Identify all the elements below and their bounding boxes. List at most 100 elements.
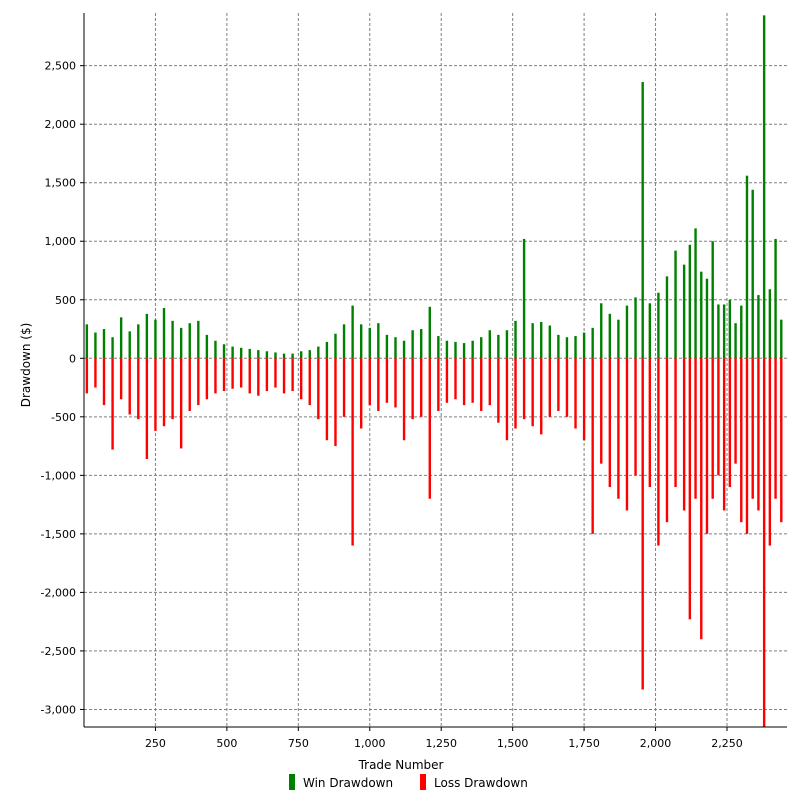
win-bar xyxy=(625,305,629,359)
legend-swatch-loss xyxy=(420,774,426,790)
loss-bar xyxy=(740,358,743,523)
win-bar xyxy=(505,330,509,359)
win-bar xyxy=(565,337,569,359)
win-bar xyxy=(385,334,389,359)
win-bar xyxy=(257,350,260,359)
loss-bar xyxy=(188,358,191,411)
loss-bar xyxy=(665,358,669,523)
win-bar xyxy=(694,228,697,359)
win-bar xyxy=(214,340,217,359)
x-tick-label: 2,250 xyxy=(711,737,743,750)
loss-bar xyxy=(574,358,577,429)
loss-bar xyxy=(762,358,766,727)
win-bar xyxy=(480,337,483,359)
win-bar xyxy=(351,305,354,359)
ticks-layer: -3,000 -2,500 -2,000 -1,500 -1,000 -500 0 500 1,… xyxy=(41,60,743,750)
loss-bar xyxy=(600,358,603,464)
loss-bar xyxy=(291,358,294,392)
loss-bar xyxy=(722,358,726,511)
loss-bar xyxy=(694,358,697,499)
win-bar xyxy=(497,334,500,359)
y-tick-label: -1,500 xyxy=(41,528,76,541)
loss-bar xyxy=(617,358,620,499)
loss-bar xyxy=(179,358,183,449)
loss-bar xyxy=(688,358,692,620)
loss-bar xyxy=(299,358,303,400)
loss-bar xyxy=(102,358,106,406)
x-tick-label: 1,250 xyxy=(425,737,457,750)
loss-bar xyxy=(411,358,414,420)
x-tick-label: 1,500 xyxy=(497,737,529,750)
loss-bar xyxy=(700,358,703,640)
win-bar xyxy=(454,341,457,359)
win-bar xyxy=(94,332,97,359)
y-tick-label: -2,000 xyxy=(41,586,76,599)
win-bar xyxy=(751,189,754,359)
loss-bar xyxy=(497,358,500,423)
loss-bar xyxy=(445,358,449,403)
loss-bar xyxy=(548,358,552,417)
win-bar xyxy=(591,327,594,359)
win-bar xyxy=(137,324,140,359)
y-tick-label: 1,000 xyxy=(45,235,77,248)
loss-bar xyxy=(505,358,509,441)
win-bar xyxy=(420,329,423,359)
loss-bar xyxy=(385,358,389,403)
loss-bar xyxy=(282,358,286,394)
win-bar xyxy=(600,303,603,359)
loss-bar xyxy=(137,358,140,420)
loss-bar xyxy=(342,358,346,417)
win-bar xyxy=(722,304,726,359)
bars-layer xyxy=(85,15,783,727)
loss-bar xyxy=(265,358,269,392)
loss-bar xyxy=(162,358,166,427)
legend: Win Drawdown Loss Drawdown xyxy=(289,774,528,790)
win-bar xyxy=(282,353,286,359)
loss-bar xyxy=(437,358,440,411)
x-tick-label: 500 xyxy=(216,737,237,750)
y-tick-label: 1,500 xyxy=(45,177,77,190)
win-bar xyxy=(308,350,311,359)
win-bar xyxy=(368,327,371,359)
win-bar xyxy=(657,292,660,359)
loss-bar xyxy=(674,358,677,488)
win-bar xyxy=(617,319,620,359)
win-bar xyxy=(540,322,543,359)
loss-bar xyxy=(334,358,337,447)
win-bar xyxy=(239,347,243,359)
win-bar xyxy=(248,348,251,359)
x-tick-label: 1,750 xyxy=(568,737,600,750)
x-tick-label: 250 xyxy=(145,737,166,750)
loss-bar xyxy=(582,358,586,441)
win-bar xyxy=(317,346,320,359)
y-tick-label: -500 xyxy=(51,411,76,424)
loss-bar xyxy=(214,358,217,394)
win-bar xyxy=(394,337,397,359)
grid-layer xyxy=(84,13,787,727)
win-bar xyxy=(774,238,777,359)
win-bar xyxy=(145,313,149,359)
win-bar xyxy=(342,324,346,359)
win-bar xyxy=(411,330,414,359)
win-bar xyxy=(665,276,669,359)
axes-layer xyxy=(83,13,787,728)
loss-bar xyxy=(205,358,209,400)
win-bar xyxy=(514,320,517,359)
loss-bar xyxy=(780,358,783,523)
loss-bar xyxy=(717,358,720,476)
loss-bar xyxy=(462,358,466,406)
loss-bar xyxy=(531,358,534,427)
win-bar xyxy=(582,332,586,359)
y-tick-label: 0 xyxy=(69,352,76,365)
loss-bar xyxy=(657,358,660,546)
loss-bar xyxy=(257,358,260,396)
win-bar xyxy=(648,303,652,359)
loss-bar xyxy=(757,358,760,511)
legend-label-loss: Loss Drawdown xyxy=(434,776,528,790)
loss-bar xyxy=(591,358,594,534)
win-bar xyxy=(437,336,440,359)
loss-bar xyxy=(774,358,777,499)
loss-bar xyxy=(682,358,686,511)
